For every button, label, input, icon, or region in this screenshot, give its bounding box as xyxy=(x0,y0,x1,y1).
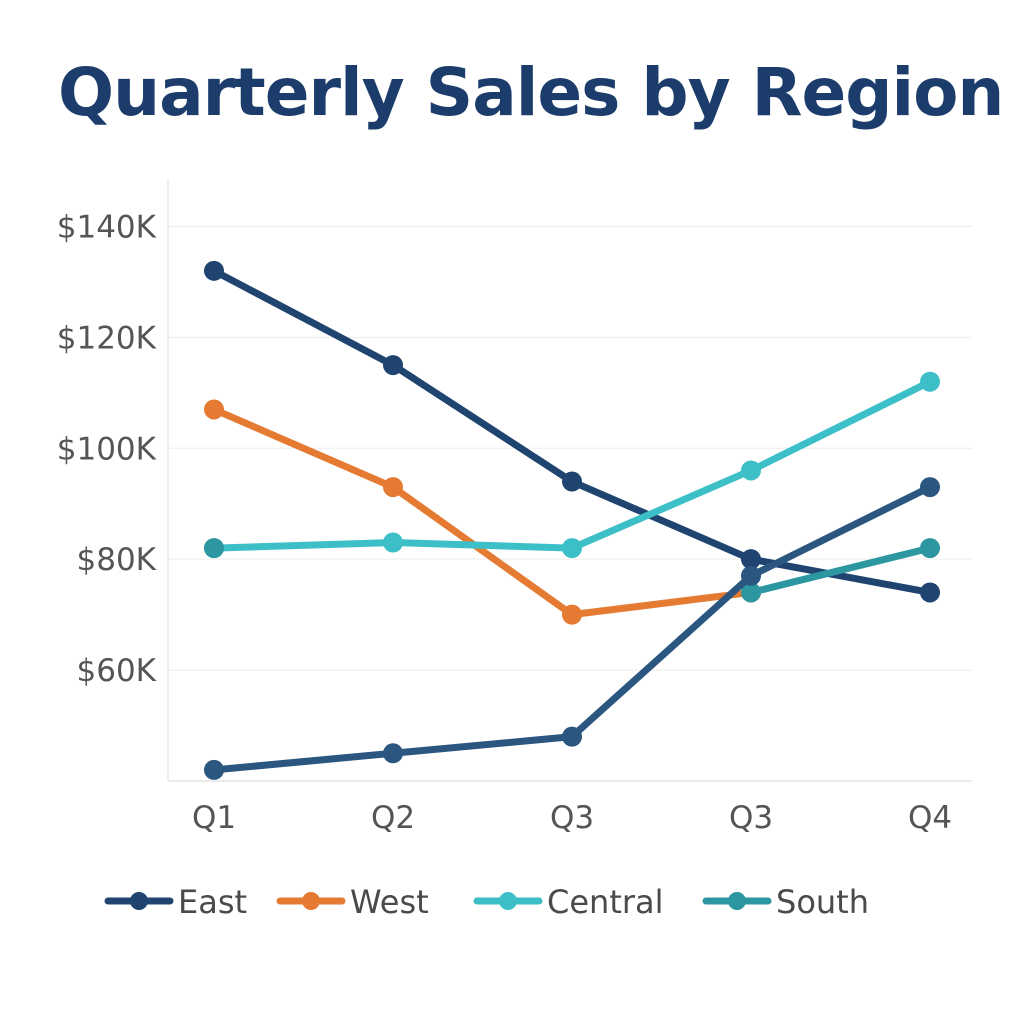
legend: East West Central South xyxy=(104,883,869,921)
series-east xyxy=(204,260,940,603)
series-west xyxy=(204,399,761,625)
y-axis-ticks: $60K $80K $100K $120K $140K xyxy=(57,209,157,689)
data-point xyxy=(920,371,940,392)
data-point xyxy=(204,260,224,281)
y-tick-label: $100K xyxy=(57,431,157,467)
data-point xyxy=(204,399,224,420)
series-central xyxy=(204,371,940,559)
data-point xyxy=(562,538,582,559)
x-axis-ticks: Q1 Q2 Q3 Q3 Q4 xyxy=(192,800,952,836)
data-point xyxy=(383,532,403,553)
data-point xyxy=(383,477,403,498)
y-tick-label: $140K xyxy=(57,209,157,245)
series-lines xyxy=(204,260,940,780)
data-point xyxy=(562,471,582,492)
series-unlabeled xyxy=(204,477,940,780)
legend-item-west: West xyxy=(276,883,429,921)
data-point xyxy=(920,582,940,603)
data-point xyxy=(741,582,761,603)
data-point xyxy=(741,460,761,481)
legend-item-east: East xyxy=(104,883,247,921)
data-point xyxy=(562,604,582,625)
legend-swatch-marker xyxy=(302,892,320,910)
legend-swatch-marker xyxy=(130,892,148,910)
series-line xyxy=(747,544,934,596)
data-point xyxy=(741,549,761,570)
y-tick-label: $120K xyxy=(57,320,157,356)
y-tick-label: $60K xyxy=(77,653,157,689)
y-tick-label: $80K xyxy=(77,542,157,578)
data-point xyxy=(920,538,940,559)
data-point xyxy=(562,726,582,747)
grid-lines xyxy=(168,225,972,671)
data-point xyxy=(383,355,403,376)
data-point xyxy=(204,759,224,780)
data-point xyxy=(204,538,224,559)
x-tick-label: Q3 xyxy=(550,800,594,836)
legend-swatch-marker xyxy=(499,892,517,910)
legend-label: West xyxy=(350,883,429,921)
legend-label: South xyxy=(776,883,869,921)
legend-label: East xyxy=(178,883,247,921)
legend-item-central: Central xyxy=(473,883,664,921)
series-line xyxy=(210,405,755,619)
x-tick-label: Q2 xyxy=(371,800,415,836)
series-line xyxy=(210,378,934,552)
axes xyxy=(167,179,972,782)
x-tick-label: Q4 xyxy=(908,800,952,836)
legend-item-south: South xyxy=(702,883,869,921)
chart-title: Quarterly Sales by Region xyxy=(58,54,1004,131)
x-tick-label: Q3 xyxy=(729,800,773,836)
x-tick-label: Q1 xyxy=(192,800,236,836)
series-south xyxy=(204,538,940,603)
data-point xyxy=(741,565,761,586)
data-point xyxy=(383,743,403,764)
data-point xyxy=(920,477,940,498)
legend-label: Central xyxy=(547,883,664,921)
legend-swatch-marker xyxy=(728,892,746,910)
